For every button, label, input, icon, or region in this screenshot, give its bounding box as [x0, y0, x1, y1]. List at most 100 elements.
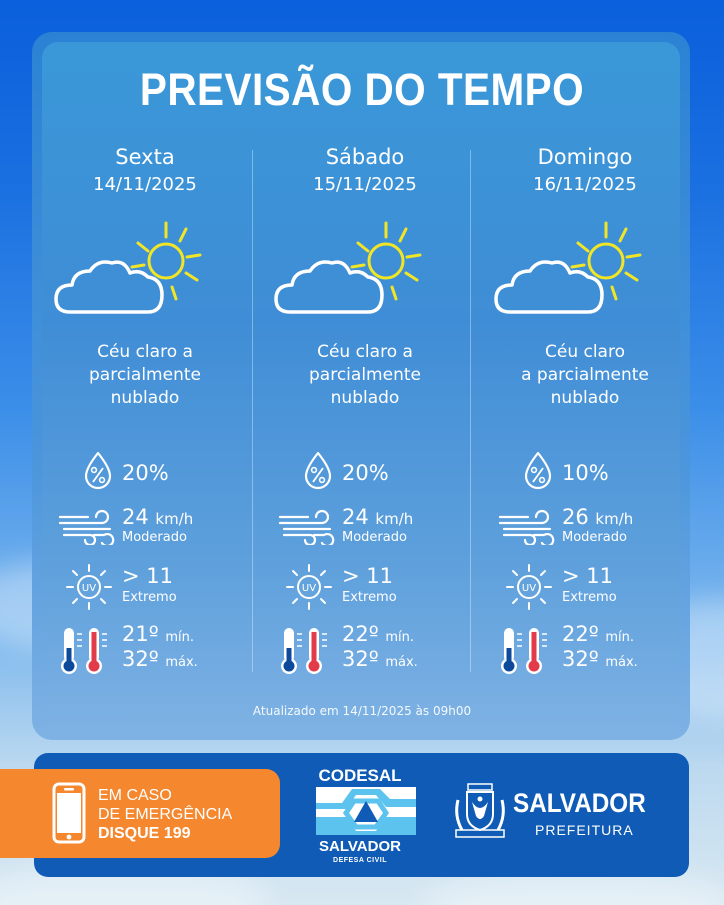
- wind-speed-value: 24: [122, 505, 149, 529]
- thermometer-cold-icon: [61, 628, 82, 674]
- condition-text: Céu claro a parcialmente nublado: [40, 341, 250, 410]
- day-name: Sábado: [325, 145, 405, 169]
- rain-chance-value: 20%: [342, 461, 389, 485]
- uv-value: > 11: [122, 564, 173, 588]
- partly-cloudy-icon: [260, 207, 470, 317]
- uv-metric: UV > 11 Extremo: [260, 562, 470, 610]
- thermometer-hot-icon: [306, 628, 327, 674]
- prefeitura-subtitle: PREFEITURA: [535, 822, 634, 838]
- svg-text:UV: UV: [522, 583, 536, 594]
- rain-drop-percent-icon: [84, 451, 112, 490]
- day-name: Sexta: [115, 145, 175, 169]
- uv-sun-icon: UV: [66, 564, 112, 610]
- wind-speed: 24 km/h: [122, 505, 193, 529]
- uv-label: Extremo: [562, 590, 617, 605]
- wind-metric: 26 km/h Moderado: [480, 505, 690, 549]
- uv-value: > 11: [562, 564, 613, 588]
- codesal-subtitle-2: DEFESA CIVIL: [333, 857, 387, 864]
- column-divider: [252, 150, 253, 672]
- temp-min: 21º mín.: [122, 622, 194, 646]
- thermometer-cold-icon: [281, 628, 302, 674]
- wind-label: Moderado: [562, 530, 627, 545]
- temp-max: 32º máx.: [122, 647, 198, 671]
- wind-speed-value: 24: [342, 505, 369, 529]
- condition-line: Céu claro: [544, 342, 625, 362]
- temp-max: 32º máx.: [562, 647, 638, 671]
- wind-icon: [278, 509, 335, 545]
- forecast-panel-inner: [42, 42, 680, 736]
- uv-metric: UV > 11 Extremo: [40, 562, 250, 610]
- condition-line: Céu claro a: [97, 342, 193, 362]
- temp-max-value: 32º: [342, 647, 379, 671]
- wind-label: Moderado: [342, 530, 407, 545]
- column-divider: [470, 150, 471, 672]
- updated-timestamp: Atualizado em 14/11/2025 às 09h00: [252, 704, 472, 718]
- temp-min-label: mín.: [385, 630, 414, 645]
- thermometer-cold-icon: [501, 628, 522, 674]
- condition-line: parcialmente: [89, 365, 201, 385]
- uv-sun-icon: UV: [286, 564, 332, 610]
- wind-label: Moderado: [122, 530, 187, 545]
- codesal-title: CODESAL: [318, 766, 402, 785]
- temp-min-value: 22º: [342, 622, 379, 646]
- rain-chance-value: 10%: [562, 461, 609, 485]
- day-column-2: Domingo 16/11/2025 Céu claro a parcialme: [480, 145, 690, 674]
- condition-line: nublado: [110, 388, 180, 408]
- rain-drop-percent-icon: [304, 451, 332, 490]
- condition-text: Céu claro a parcialmente nublado: [480, 341, 690, 410]
- day-name: Domingo: [537, 145, 633, 169]
- condition-line: nublado: [550, 388, 620, 408]
- uv-value: > 11: [342, 564, 393, 588]
- condition-line: a parcialmente: [521, 365, 649, 385]
- day-date: 14/11/2025: [93, 174, 197, 195]
- temp-max-value: 32º: [122, 647, 159, 671]
- wind-speed: 26 km/h: [562, 505, 633, 529]
- codesal-logo-icon: [316, 787, 416, 835]
- svg-text:UV: UV: [302, 583, 316, 594]
- partly-cloudy-icon: [40, 207, 250, 317]
- thermometer-hot-icon: [526, 628, 547, 674]
- salvador-coat-of-arms-icon: [455, 783, 505, 838]
- uv-sun-icon: UV: [506, 564, 552, 610]
- condition-line: parcialmente: [309, 365, 421, 385]
- partly-cloudy-icon: [480, 207, 690, 317]
- rain-chance-value: 20%: [122, 461, 169, 485]
- day-column-1: Sábado 15/11/2025 Céu claro a parcialmen: [260, 145, 470, 674]
- temp-max-value: 32º: [562, 647, 599, 671]
- temperature-metric: 21º mín. 32º máx.: [40, 622, 250, 674]
- wind-unit: km/h: [595, 510, 634, 528]
- rain-chance-metric: 10%: [480, 450, 690, 490]
- wind-metric: 24 km/h Moderado: [260, 505, 470, 549]
- day-column-0: Sexta 14/11/2025 Céu claro a parcialment: [40, 145, 250, 674]
- page-title: PREVISÃO DO TEMPO: [139, 64, 585, 115]
- rain-chance-metric: 20%: [40, 450, 250, 490]
- wind-icon: [498, 509, 555, 545]
- temp-max-label: máx.: [385, 655, 418, 670]
- temp-min: 22º mín.: [562, 622, 634, 646]
- emergency-text: EM CASO DE EMERGÊNCIA DISQUE 199: [98, 786, 232, 843]
- wind-metric: 24 km/h Moderado: [40, 505, 250, 549]
- temp-max-label: máx.: [165, 655, 198, 670]
- wind-icon: [58, 509, 115, 545]
- temp-min: 22º mín.: [342, 622, 414, 646]
- codesal-subtitle: SALVADOR: [319, 838, 401, 855]
- emergency-phone: DISQUE 199: [98, 825, 191, 842]
- temp-min-value: 21º: [122, 622, 159, 646]
- condition-line: Céu claro a: [317, 342, 413, 362]
- temp-max: 32º máx.: [342, 647, 418, 671]
- prefeitura-title: SALVADOR: [513, 788, 646, 818]
- day-date: 15/11/2025: [313, 174, 417, 195]
- wind-unit: km/h: [375, 510, 414, 528]
- condition-line: nublado: [330, 388, 400, 408]
- uv-metric: UV > 11 Extremo: [480, 562, 690, 610]
- wind-unit: km/h: [155, 510, 194, 528]
- temperature-metric: 22º mín. 32º máx.: [260, 622, 470, 674]
- temp-max-label: máx.: [605, 655, 638, 670]
- thermometer-hot-icon: [86, 628, 107, 674]
- rain-drop-percent-icon: [524, 451, 552, 490]
- temperature-metric: 22º mín. 32º máx.: [480, 622, 690, 674]
- emergency-banner[interactable]: [0, 769, 280, 858]
- svg-text:UV: UV: [82, 583, 96, 594]
- condition-text: Céu claro a parcialmente nublado: [260, 341, 470, 410]
- uv-label: Extremo: [342, 590, 397, 605]
